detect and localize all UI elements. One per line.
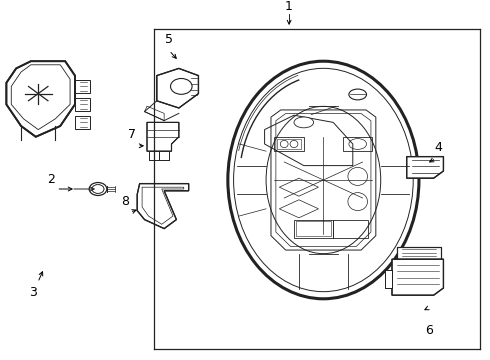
Text: 6: 6 (425, 324, 433, 337)
Ellipse shape (294, 117, 314, 128)
Ellipse shape (171, 78, 192, 94)
Text: 2: 2 (48, 173, 55, 186)
Polygon shape (137, 184, 189, 229)
Polygon shape (6, 61, 75, 137)
Text: 7: 7 (128, 128, 136, 141)
Polygon shape (157, 68, 198, 108)
Text: 8: 8 (121, 195, 129, 208)
Ellipse shape (92, 185, 104, 193)
Polygon shape (397, 247, 441, 259)
Polygon shape (385, 270, 392, 288)
Ellipse shape (349, 89, 367, 100)
Polygon shape (147, 122, 179, 151)
Polygon shape (75, 116, 90, 129)
Ellipse shape (266, 106, 381, 254)
Polygon shape (407, 157, 443, 178)
Ellipse shape (89, 183, 107, 195)
Ellipse shape (92, 185, 104, 193)
Polygon shape (159, 151, 169, 160)
Polygon shape (149, 151, 159, 160)
Polygon shape (145, 106, 164, 121)
Polygon shape (392, 259, 443, 295)
Text: 4: 4 (435, 141, 442, 154)
Text: 1: 1 (285, 0, 293, 13)
Text: 5: 5 (165, 33, 173, 46)
Polygon shape (75, 80, 90, 93)
Ellipse shape (92, 185, 104, 193)
Text: 3: 3 (29, 286, 37, 299)
Polygon shape (75, 98, 90, 111)
